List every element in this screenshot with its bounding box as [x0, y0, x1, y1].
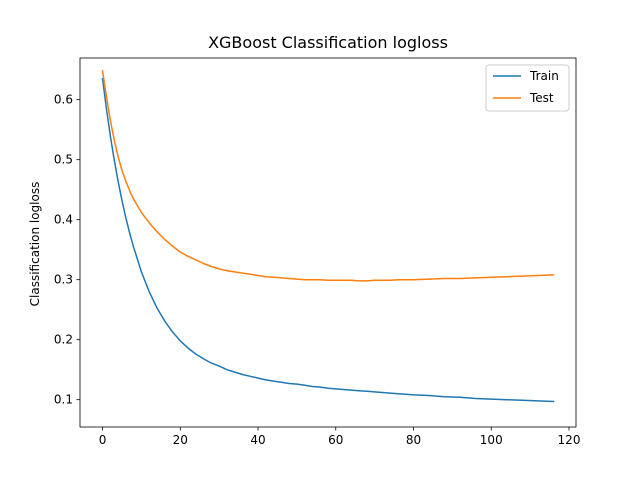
y-tick-label: 0.6 [54, 93, 73, 107]
axes-frame [79, 57, 577, 428]
chart-title: XGBoost Classification logloss [208, 33, 448, 52]
plot-area [101, 70, 555, 403]
legend: Train Test [485, 64, 570, 112]
legend-label-train: Train [529, 69, 559, 83]
legend-label-test: Test [529, 91, 554, 105]
y-tick-label: 0.2 [54, 333, 73, 347]
x-tick-label: 20 [173, 433, 188, 447]
x-tick-label: 80 [406, 433, 421, 447]
x-tick-label: 40 [250, 433, 265, 447]
axes: 0 20 40 60 80 100 120 0.1 0.2 0.3 0.4 0.5 0.6 [54, 57, 581, 447]
x-tick-label: 0 [99, 433, 107, 447]
y-tick-label: 0.3 [54, 273, 73, 287]
y-axis-label: Classification logloss [28, 182, 42, 307]
series-line-train [101, 77, 555, 403]
x-tick-label: 100 [480, 433, 503, 447]
series-line-test [101, 70, 555, 282]
x-tick-label: 60 [328, 433, 343, 447]
x-tick-label: 120 [558, 433, 581, 447]
y-tick-label: 0.1 [54, 393, 73, 407]
y-tick-label: 0.5 [54, 153, 73, 167]
y-tick-label: 0.4 [54, 213, 73, 227]
